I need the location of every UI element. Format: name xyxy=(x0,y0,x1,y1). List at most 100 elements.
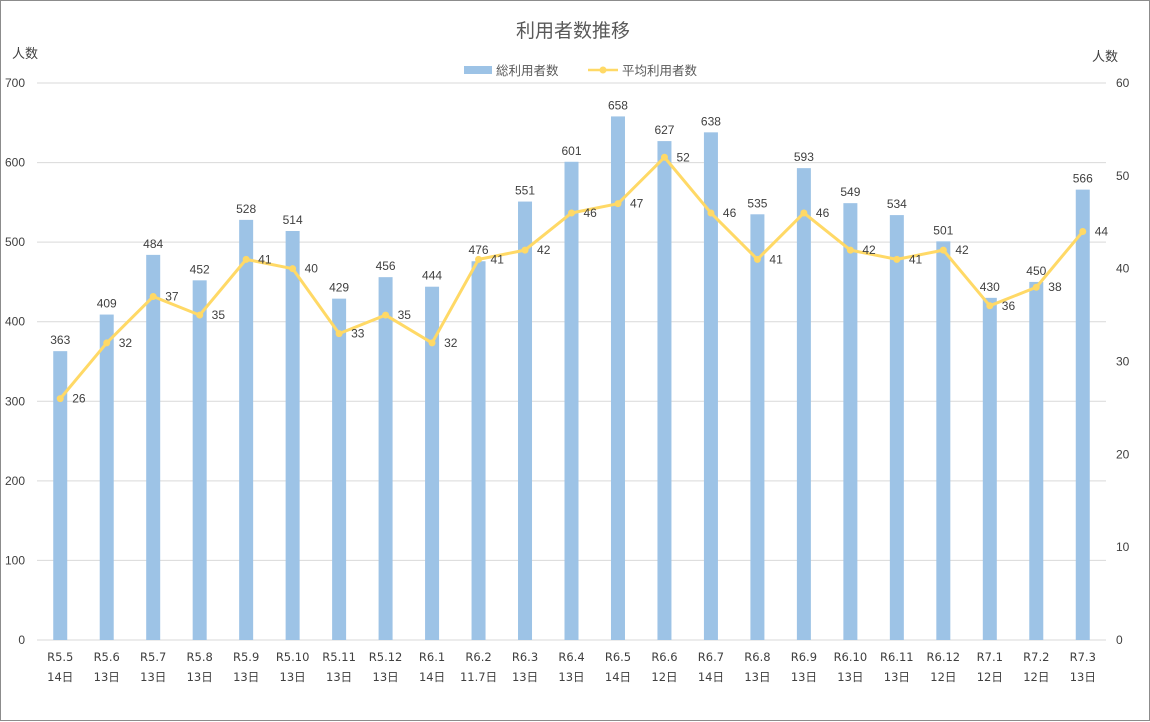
average-value-label: 41 xyxy=(258,252,272,266)
category-days-label: 13日 xyxy=(791,670,817,684)
average-value-label: 32 xyxy=(119,336,133,350)
category-days-label: 13日 xyxy=(94,670,120,684)
average-value-label: 46 xyxy=(723,206,737,220)
bar-value-label: 528 xyxy=(236,202,256,216)
average-point-R5.6 xyxy=(103,339,111,347)
average-point-R6.3 xyxy=(521,246,529,254)
category-month-label: R7.2 xyxy=(1023,650,1049,664)
average-value-label: 42 xyxy=(862,243,876,257)
bar-R6.5 xyxy=(610,116,625,641)
right-tick-label: 40 xyxy=(1116,262,1130,276)
category-month-label: R5.11 xyxy=(322,650,356,664)
bar-value-label: 444 xyxy=(422,269,442,283)
bar-R6.9 xyxy=(796,168,811,641)
average-point-R5.12 xyxy=(382,311,390,319)
average-point-R5.10 xyxy=(289,265,297,273)
bar-value-label: 549 xyxy=(840,185,860,199)
category-month-label: R6.1 xyxy=(419,650,445,664)
bar-R5.11 xyxy=(332,298,347,640)
average-value-label: 46 xyxy=(584,206,598,220)
category-days-label: 11.7日 xyxy=(460,670,497,684)
bar-value-label: 484 xyxy=(143,237,163,251)
category-days-label: 13日 xyxy=(373,670,399,684)
legend-swatch-marker xyxy=(599,66,607,74)
average-point-R6.10 xyxy=(846,246,854,254)
average-value-label: 35 xyxy=(212,308,226,322)
category-month-label: R6.5 xyxy=(605,650,631,664)
average-value-label: 35 xyxy=(398,308,412,322)
category-days-label: 13日 xyxy=(1070,670,1096,684)
bar-R6.10 xyxy=(843,203,858,640)
legend: 総利用者数 平均利用者数 xyxy=(464,63,698,78)
category-month-label: R5.5 xyxy=(47,650,73,664)
right-tick-label: 30 xyxy=(1116,355,1130,369)
left-tick-label: 300 xyxy=(5,394,25,408)
bar-R5.9 xyxy=(239,219,254,640)
average-value-label: 41 xyxy=(491,252,505,266)
chart-title: 利用者数推移 xyxy=(516,20,630,42)
average-value-label: 46 xyxy=(816,206,830,220)
left-tick-label: 600 xyxy=(5,156,25,170)
category-days-label: 13日 xyxy=(884,670,910,684)
bar-value-label: 601 xyxy=(561,144,581,158)
average-point-R7.2 xyxy=(1032,283,1040,291)
bar-R5.7 xyxy=(146,254,161,641)
category-month-label: R5.8 xyxy=(187,650,213,664)
category-month-label: R6.4 xyxy=(558,650,584,664)
bar-R7.2 xyxy=(1029,281,1044,640)
left-axis-label: 人数 xyxy=(12,47,38,62)
average-value-label: 33 xyxy=(351,327,365,341)
bar-R6.12 xyxy=(936,241,951,640)
average-value-label: 32 xyxy=(444,336,458,350)
average-point-R5.5 xyxy=(56,395,64,403)
category-days-label: 13日 xyxy=(140,670,166,684)
bar-R6.2 xyxy=(471,261,486,640)
category-days-label: 12日 xyxy=(1023,670,1049,684)
bar-value-label: 658 xyxy=(608,98,628,112)
left-tick-label: 500 xyxy=(5,235,25,249)
bar-R5.8 xyxy=(192,280,207,640)
bar-value-label: 450 xyxy=(1026,264,1046,278)
bar-R6.3 xyxy=(518,201,533,640)
category-days-label: 13日 xyxy=(233,670,259,684)
left-tick-label: 100 xyxy=(5,553,25,567)
category-days-label: 13日 xyxy=(512,670,538,684)
category-month-label: R5.6 xyxy=(94,650,120,664)
category-days-label: 13日 xyxy=(280,670,306,684)
category-days-label: 14日 xyxy=(698,670,724,684)
left-tick-label: 0 xyxy=(18,633,25,647)
bar-value-label: 551 xyxy=(515,184,535,198)
bar-value-label: 409 xyxy=(97,297,117,311)
category-month-label: R6.8 xyxy=(744,650,770,664)
category-days-label: 14日 xyxy=(419,670,445,684)
average-point-R6.2 xyxy=(475,255,483,263)
category-days-label: 14日 xyxy=(605,670,631,684)
bar-value-label: 593 xyxy=(794,150,814,164)
right-tick-label: 0 xyxy=(1116,633,1123,647)
category-month-label: R6.7 xyxy=(698,650,724,664)
right-tick-label: 60 xyxy=(1116,76,1130,90)
bar-value-label: 627 xyxy=(654,123,674,137)
average-value-label: 52 xyxy=(676,150,690,164)
left-tick-label: 200 xyxy=(5,474,25,488)
category-days-label: 12日 xyxy=(651,670,677,684)
bar-R5.5 xyxy=(53,351,68,640)
bar-value-label: 456 xyxy=(376,259,396,273)
category-days-label: 12日 xyxy=(977,670,1003,684)
legend-label-total: 総利用者数 xyxy=(496,63,559,78)
average-value-label: 47 xyxy=(630,197,644,211)
bar-R5.10 xyxy=(285,231,300,640)
bar-value-label: 534 xyxy=(887,197,907,211)
category-month-label: R7.3 xyxy=(1070,650,1096,664)
average-point-R6.12 xyxy=(939,246,947,254)
left-tick-label: 400 xyxy=(5,315,25,329)
bar-value-label: 566 xyxy=(1073,172,1093,186)
average-point-R5.8 xyxy=(196,311,204,319)
category-days-label: 14日 xyxy=(47,670,73,684)
category-month-label: R6.9 xyxy=(791,650,817,664)
average-point-R5.9 xyxy=(242,255,250,263)
category-days-label: 13日 xyxy=(326,670,352,684)
right-tick-label: 10 xyxy=(1116,540,1130,554)
right-axis-label: 人数 xyxy=(1092,50,1118,65)
average-value-label: 36 xyxy=(1002,299,1016,313)
